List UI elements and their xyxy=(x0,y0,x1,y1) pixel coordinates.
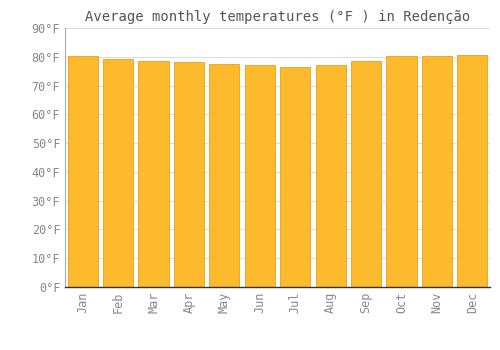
Bar xyxy=(174,62,204,287)
Bar xyxy=(68,56,98,287)
Bar xyxy=(244,65,275,287)
Title: Average monthly temperatures (°F ) in Redenção: Average monthly temperatures (°F ) in Re… xyxy=(85,10,470,24)
Bar xyxy=(316,65,346,287)
Bar xyxy=(210,64,240,287)
Bar xyxy=(386,56,416,287)
Bar xyxy=(457,55,488,287)
Bar xyxy=(138,61,168,287)
Bar xyxy=(351,61,381,287)
Bar xyxy=(280,66,310,287)
Bar xyxy=(422,56,452,287)
Bar xyxy=(103,59,133,287)
